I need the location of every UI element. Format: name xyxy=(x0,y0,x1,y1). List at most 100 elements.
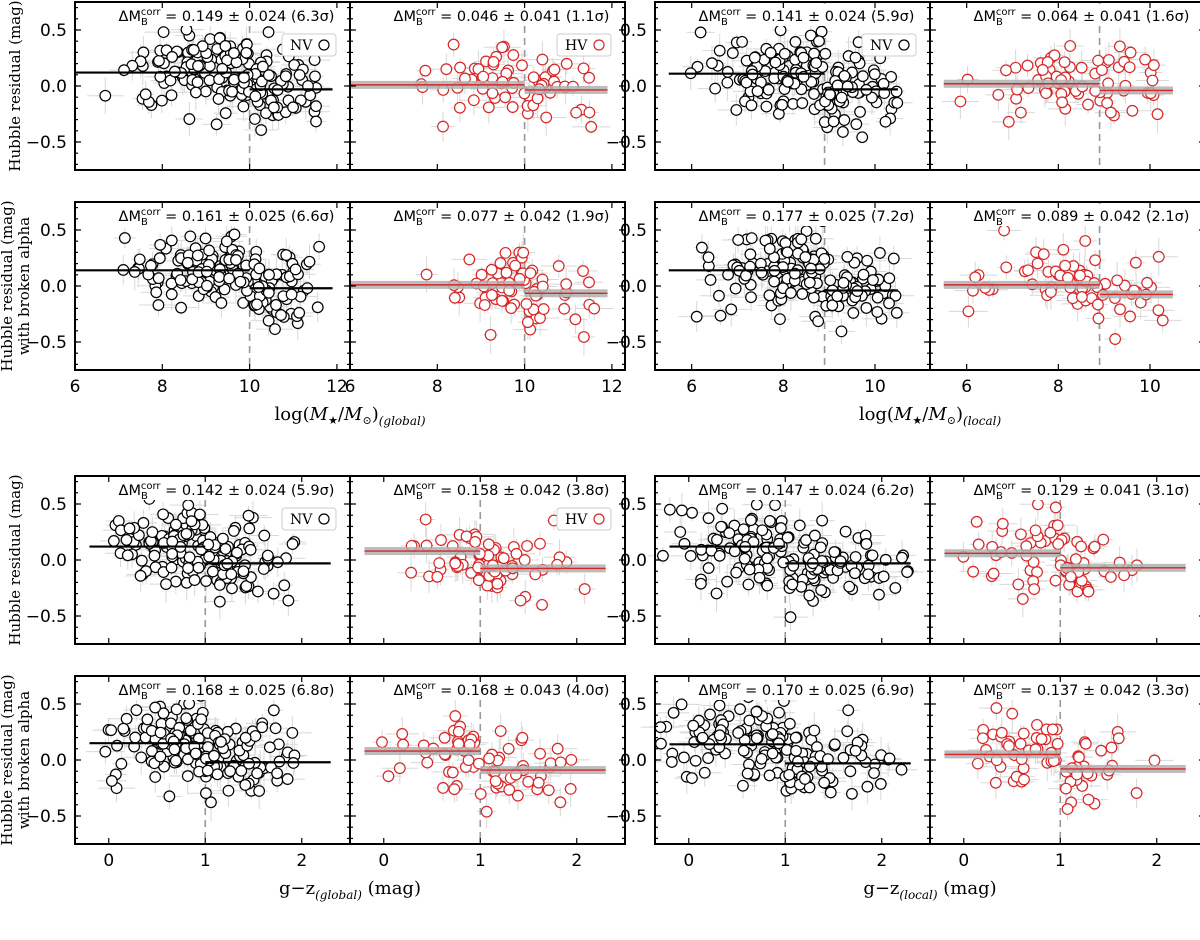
annotation-bg xyxy=(960,4,1200,26)
panel-local_mass-hubble-hv: ΔMBcorr = 0.064 ± 0.041 (1.6σ) xyxy=(929,1,1200,171)
data-points xyxy=(954,40,1164,128)
data-point xyxy=(239,779,252,791)
data-point xyxy=(105,775,118,787)
data-point xyxy=(1014,106,1027,119)
data-point xyxy=(192,561,205,574)
data-point xyxy=(1114,303,1126,316)
data-point xyxy=(1124,46,1137,59)
xtick-label: 12 xyxy=(326,377,348,397)
data-point xyxy=(256,60,269,73)
data-point xyxy=(208,749,220,762)
data-point xyxy=(252,281,265,293)
data-point xyxy=(1129,256,1142,269)
data-point xyxy=(516,59,528,72)
data-point xyxy=(1089,254,1102,267)
data-point xyxy=(534,747,546,760)
annotation-bg xyxy=(380,204,621,226)
data-point xyxy=(1141,276,1154,289)
data-point xyxy=(532,776,545,789)
data-point xyxy=(311,301,324,314)
data-point xyxy=(469,535,482,548)
data-point xyxy=(1075,291,1088,303)
data-point xyxy=(244,543,257,556)
data-point xyxy=(713,44,726,57)
xtick-label: 8 xyxy=(157,377,168,397)
legend-marker xyxy=(318,39,330,51)
legend-marker xyxy=(593,39,605,51)
data-point xyxy=(263,741,276,754)
data-point xyxy=(257,563,270,575)
data-point xyxy=(157,707,170,720)
data-point xyxy=(281,773,294,785)
data-point xyxy=(496,294,508,307)
data-point xyxy=(1058,56,1071,69)
data-point xyxy=(237,296,250,309)
data-point xyxy=(203,74,216,87)
data-point xyxy=(1123,61,1136,74)
ytick-label: 0.5 xyxy=(40,695,67,715)
step-annotation: ΔMBcorr = 0.077 ± 0.042 (1.9σ) xyxy=(394,207,610,228)
data-point xyxy=(799,251,812,263)
data-point xyxy=(189,86,202,99)
data-point xyxy=(583,106,596,119)
x-axis-label: log(M★/M⊙)(local) xyxy=(859,404,1002,428)
data-point xyxy=(199,85,212,98)
data-point xyxy=(517,246,530,259)
data-point xyxy=(135,751,148,764)
step-annotation: ΔMBcorr = 0.089 ± 0.042 (2.1σ) xyxy=(974,207,1190,228)
data-point xyxy=(186,273,199,286)
xtick-label: 10 xyxy=(864,377,886,397)
data-point xyxy=(210,118,223,131)
data-point xyxy=(118,64,130,77)
data-point xyxy=(163,790,176,803)
annotation-bg xyxy=(380,678,621,700)
data-point xyxy=(1036,64,1049,76)
data-point xyxy=(726,47,739,59)
panel-global_mass-broken-hv: ΔMBcorr = 0.077 ± 0.042 (1.9σ) 6 8 10 12 xyxy=(345,201,626,397)
data-point xyxy=(192,60,204,72)
data-point xyxy=(748,51,761,64)
data-point xyxy=(551,742,564,755)
data-point xyxy=(175,301,187,314)
data-point xyxy=(769,56,782,69)
data-point xyxy=(181,770,194,782)
data-points xyxy=(376,710,578,818)
data-point xyxy=(137,517,150,529)
data-point xyxy=(262,26,275,39)
data-point xyxy=(218,283,231,296)
data-point xyxy=(287,101,299,114)
legend-label: NV xyxy=(290,38,313,54)
data-point xyxy=(293,306,306,319)
data-point xyxy=(883,297,895,310)
xtick-label: 6 xyxy=(961,377,972,397)
data-point xyxy=(1152,304,1165,317)
data-point xyxy=(482,538,495,551)
data-point xyxy=(1124,310,1136,323)
data-point xyxy=(155,94,168,107)
data-point xyxy=(117,722,130,735)
data-point xyxy=(219,107,232,120)
data-point xyxy=(524,267,537,280)
data-point xyxy=(271,556,284,569)
data-point xyxy=(99,745,112,758)
data-point xyxy=(510,547,523,560)
data-point xyxy=(480,805,493,818)
data-point xyxy=(774,24,787,37)
data-point xyxy=(252,585,264,598)
data-point xyxy=(448,291,461,304)
data-point xyxy=(569,313,582,326)
annotation-bg xyxy=(105,204,346,226)
data-point xyxy=(223,272,236,285)
data-point xyxy=(730,104,743,116)
data-point xyxy=(762,83,775,96)
data-point xyxy=(809,232,822,245)
data-point xyxy=(732,234,745,246)
data-point xyxy=(891,96,904,109)
data-point xyxy=(887,252,900,265)
data-point xyxy=(813,35,825,48)
data-point xyxy=(690,310,703,323)
data-point xyxy=(491,577,504,590)
data-point xyxy=(170,703,183,716)
data-point xyxy=(154,726,167,739)
data-point xyxy=(139,88,152,101)
